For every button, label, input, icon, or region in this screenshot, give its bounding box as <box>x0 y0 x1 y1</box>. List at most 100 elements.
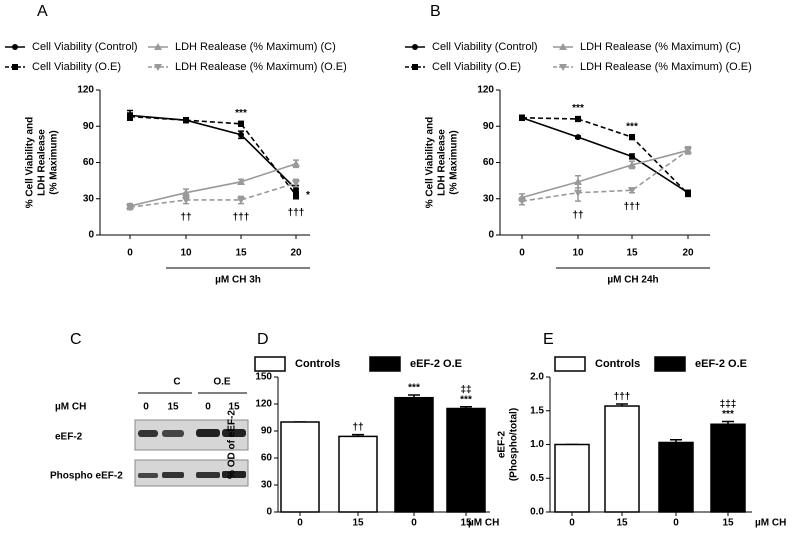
bar <box>446 407 486 513</box>
dose: 0 <box>143 402 149 413</box>
y-tick-label: 90 <box>483 121 495 132</box>
x-tick-label: 20 <box>682 248 694 259</box>
y-axis-label: LDH Realease <box>37 129 48 196</box>
legend-label: Controls <box>295 358 340 370</box>
legend-label: eEF-2 O.E <box>695 358 747 370</box>
row-label: Phospho eEF-2 <box>50 471 123 482</box>
series-line <box>521 117 689 194</box>
x-axis-label: µM CH <box>468 518 499 529</box>
series-line <box>129 162 297 207</box>
legend-swatch <box>369 356 401 372</box>
x-tick-label: 10 <box>572 248 584 259</box>
x-tick-label: 15 <box>722 518 734 529</box>
marker <box>154 43 162 50</box>
band <box>196 472 220 478</box>
x-tick-label: 0 <box>673 518 679 529</box>
y-tick-label: 0 <box>488 230 494 241</box>
y-tick-label: 0.0 <box>530 507 544 518</box>
legend-label: LDH Realease (% Maximum) (C) <box>175 41 336 53</box>
marker <box>12 64 18 70</box>
annotation: *** <box>408 383 420 394</box>
legend-label: LDH Realease (% Maximum) (O.E) <box>580 61 752 73</box>
y-tick-label: 120 <box>255 399 272 410</box>
annotation: ††† <box>233 212 250 223</box>
marker <box>559 43 567 50</box>
marker <box>182 196 190 204</box>
band <box>222 429 246 437</box>
bar <box>338 435 378 513</box>
x-tick-label: 20 <box>290 248 302 259</box>
panel-label: C <box>70 331 82 348</box>
x-tick-label: 0 <box>519 248 525 259</box>
marker <box>127 113 133 120</box>
y-tick-label: 1.0 <box>530 439 544 450</box>
annotation: †† <box>352 422 363 433</box>
x-tick-label: 0 <box>297 518 303 529</box>
y-axis-label: % Cell Viability and <box>25 117 36 209</box>
y-tick-label: 90 <box>261 426 273 437</box>
bar <box>710 423 746 513</box>
y-tick-label: 30 <box>483 193 495 204</box>
dose: 15 <box>228 402 240 413</box>
marker <box>629 153 635 160</box>
annotation: *** <box>235 108 247 119</box>
legend-label: Cell Viability (O.E) <box>432 61 521 73</box>
group-label: C <box>173 377 180 388</box>
series-line <box>129 182 297 209</box>
legend-swatch <box>254 356 286 372</box>
annotation: ††† <box>288 207 305 218</box>
y-axis-label: eEF-2 <box>497 430 508 458</box>
legend-label: Cell Viability (Control) <box>32 41 138 53</box>
marker <box>629 134 635 141</box>
y-tick-label: 30 <box>261 480 273 491</box>
marker <box>519 114 525 121</box>
x-tick-label: 15 <box>235 248 247 259</box>
dose-label: µM CH <box>55 402 86 413</box>
marker <box>237 196 245 204</box>
annotation: *** <box>626 121 638 132</box>
marker <box>182 188 190 196</box>
marker <box>238 131 244 138</box>
legend-swatch <box>554 356 586 372</box>
marker <box>684 147 692 155</box>
legend-label: LDH Realease (% Maximum) (O.E) <box>175 61 347 73</box>
panel-label: E <box>543 331 554 348</box>
x-tick-label: 15 <box>626 248 638 259</box>
marker <box>574 177 582 185</box>
marker <box>412 44 418 50</box>
x-axis-label: µM CH 24h <box>607 275 658 286</box>
bar <box>658 441 694 513</box>
y-tick-label: 0 <box>266 507 272 518</box>
marker <box>575 134 581 141</box>
marker <box>292 159 300 167</box>
marker <box>237 177 245 185</box>
legend-label: Controls <box>595 358 640 370</box>
marker <box>183 117 189 124</box>
panel-label: B <box>430 3 441 20</box>
x-axis-label: µM CH <box>755 518 786 529</box>
series-line <box>521 149 689 202</box>
band <box>138 430 158 437</box>
band <box>196 429 220 437</box>
legend-label: LDH Realease (% Maximum) (C) <box>580 41 741 53</box>
series-line <box>521 149 689 199</box>
panel-label: A <box>37 3 48 20</box>
annotation: ‡‡ <box>460 384 471 395</box>
marker <box>126 204 134 212</box>
annotation: *** <box>460 394 472 405</box>
marker <box>292 180 300 188</box>
panel-label: D <box>257 331 269 348</box>
chart-panel: E 0.0 0.5 1.0 1.5 2.0 eEF-2 (Phospho/total) 0 15 0… <box>497 331 787 528</box>
marker <box>12 44 18 50</box>
series-line <box>129 114 297 190</box>
series-line <box>129 115 297 196</box>
x-axis-label: µM CH 3h <box>215 275 261 286</box>
annotation: ‡‡‡ <box>720 399 737 410</box>
annotation: ††† <box>614 392 631 403</box>
series-line <box>521 116 689 195</box>
annotation: †† <box>572 210 583 221</box>
band <box>222 471 246 478</box>
marker <box>628 187 636 195</box>
